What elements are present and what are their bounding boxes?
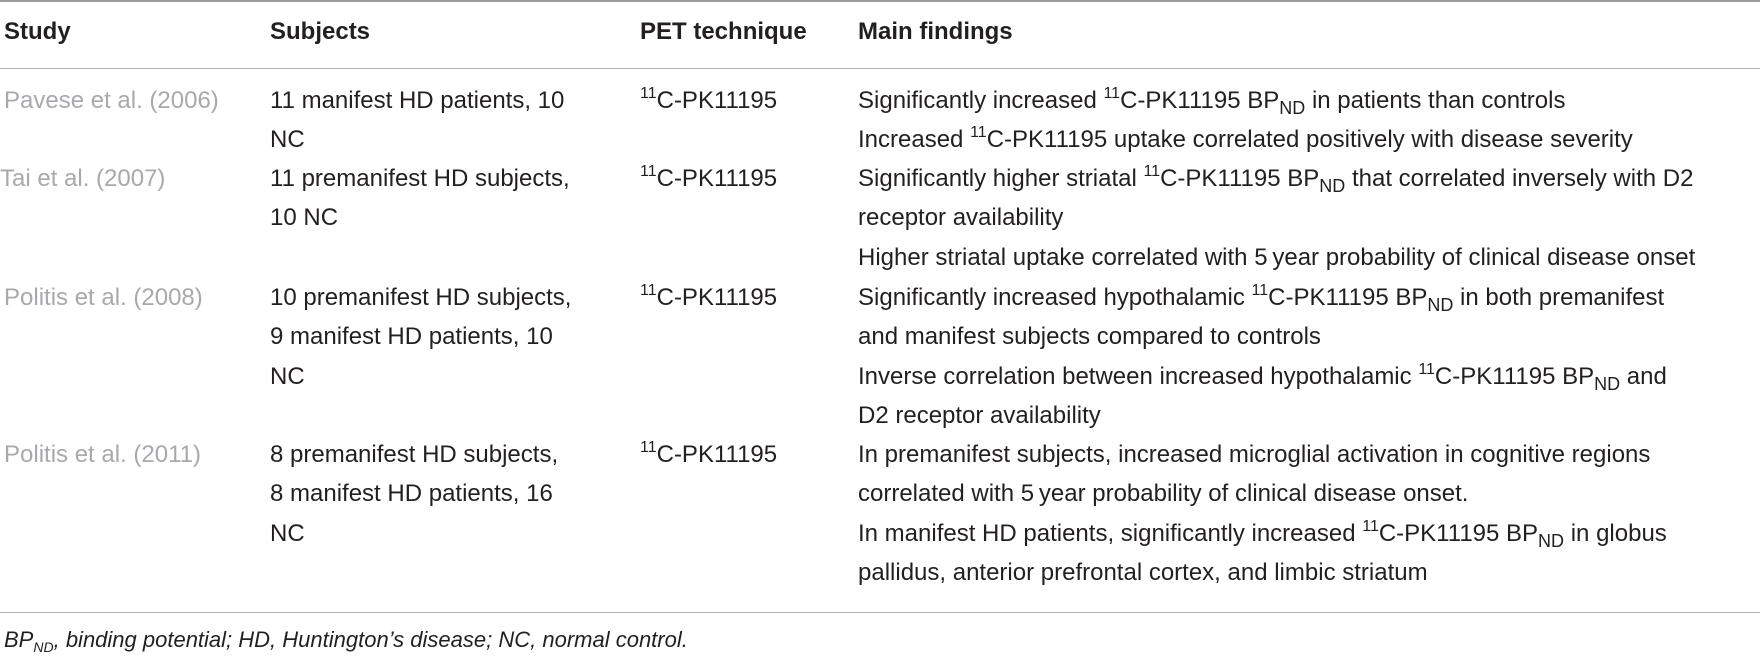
- pet-technique-cell: 11C-PK11195: [640, 439, 778, 469]
- table-footnote: BPND, binding potential; HD, Huntington’…: [4, 627, 688, 655]
- study-cell: Pavese et al. (2006): [4, 87, 219, 114]
- subjects-line: 8 manifest HD patients, 16: [270, 480, 553, 507]
- subjects-line: NC: [270, 126, 305, 153]
- pet-technique-cell: 11C-PK11195: [640, 163, 778, 193]
- pet-technique-cell: 11C-PK11195: [640, 282, 778, 312]
- finding-line: Higher striatal uptake correlated with 5…: [858, 244, 1696, 271]
- subjects-line: NC: [270, 520, 305, 547]
- finding-line: Increased 11C-PK11195 uptake correlated …: [858, 124, 1633, 154]
- pet-technique-cell: 11C-PK11195: [640, 85, 778, 115]
- study-cell: Politis et al. (2011): [4, 441, 201, 468]
- study-cell: Politis et al. (2008): [4, 284, 203, 311]
- subjects-line: 10 premanifest HD subjects,: [270, 284, 572, 311]
- subjects-line: 11 premanifest HD subjects,: [270, 165, 570, 192]
- header-main-findings: Main findings: [858, 18, 1013, 45]
- header-rule: [0, 68, 1760, 69]
- header-pet-technique: PET technique: [640, 18, 807, 45]
- subjects-line: 11 manifest HD patients, 10: [270, 87, 565, 114]
- finding-line: Significantly increased hypothalamic 11C…: [858, 282, 1665, 315]
- finding-line: Significantly higher striatal 11C-PK1119…: [858, 163, 1694, 196]
- subjects-line: 9 manifest HD patients, 10: [270, 323, 553, 350]
- subjects-line: 10 NC: [270, 204, 339, 231]
- subjects-line: NC: [270, 363, 305, 390]
- finding-line: correlated with 5 year probability of cl…: [858, 480, 1469, 507]
- header-subjects: Subjects: [270, 18, 371, 45]
- header-study: Study: [4, 18, 71, 45]
- finding-line: receptor availability: [858, 204, 1064, 231]
- finding-line: and manifest subjects compared to contro…: [858, 323, 1321, 350]
- table-top-rule: [0, 0, 1760, 2]
- table-bottom-rule: [0, 612, 1760, 613]
- finding-line: pallidus, anterior prefrontal cortex, an…: [858, 559, 1428, 586]
- finding-line: In manifest HD patients, significantly i…: [858, 518, 1667, 551]
- finding-line: Significantly increased 11C-PK11195 BPND…: [858, 85, 1566, 118]
- finding-line: Inverse correlation between increased hy…: [858, 361, 1667, 394]
- finding-line: D2 receptor availability: [858, 402, 1101, 429]
- study-cell: Tai et al. (2007): [0, 165, 166, 192]
- subjects-line: 8 premanifest HD subjects,: [270, 441, 559, 468]
- finding-line: In premanifest subjects, increased micro…: [858, 441, 1651, 468]
